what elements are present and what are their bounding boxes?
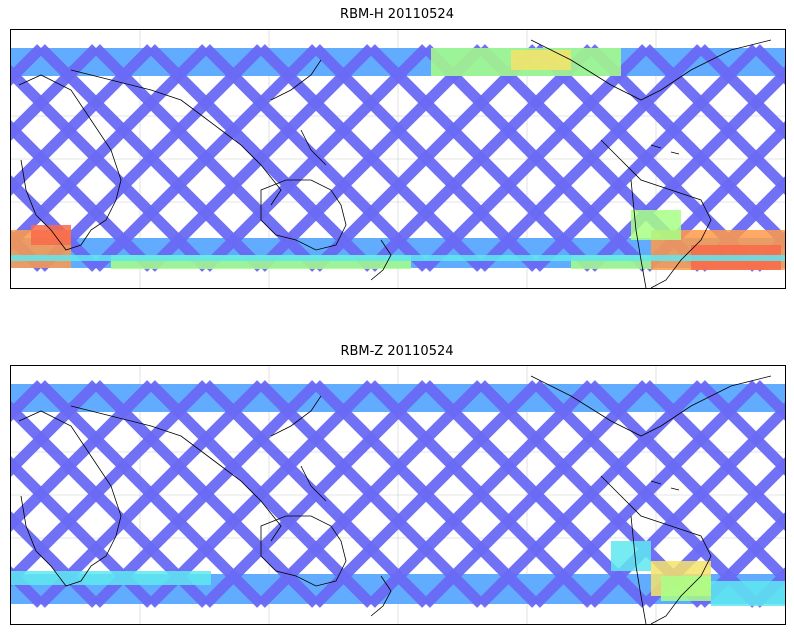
swath-descending [422, 44, 650, 272]
swath-descending [147, 44, 375, 272]
coastline [270, 59, 327, 166]
swath-hotspots [11, 541, 785, 606]
swath-descending [367, 380, 595, 608]
swath-descending [257, 380, 485, 608]
coastline [370, 575, 392, 617]
swath-descending [11, 380, 100, 477]
swath-hotspot [661, 576, 711, 601]
coastline [18, 74, 122, 251]
swath-ascending [11, 511, 100, 608]
swath-descending [697, 512, 785, 608]
swath-hotspot [611, 541, 651, 571]
coastline [600, 475, 712, 624]
coastline [530, 39, 772, 101]
swath-descending [202, 44, 430, 272]
swath-descending [587, 66, 785, 272]
satellite-swaths [11, 380, 785, 608]
map-panel-top [10, 29, 786, 289]
panel-title-top: RBM-H 20110524 [340, 7, 454, 22]
coastline [370, 239, 392, 281]
swath-hotspot [711, 581, 785, 606]
swath-descending [92, 380, 320, 608]
swath-descending [532, 380, 760, 608]
map-panel-bottom [10, 365, 786, 625]
swath-descending [11, 380, 210, 587]
map-svg-top [11, 30, 785, 288]
swath-descending [147, 380, 375, 608]
swath-descending [11, 44, 155, 196]
coastline [260, 515, 347, 587]
swath-descending [37, 44, 265, 272]
coastline [650, 480, 680, 491]
swath-ascending [697, 44, 785, 140]
swath-hotspot [11, 255, 785, 261]
swath-descending [257, 44, 485, 272]
coastline [600, 139, 712, 288]
swath-descending [367, 44, 595, 272]
swath-hotspot [11, 571, 211, 585]
coastline [70, 69, 282, 206]
coastline [70, 405, 282, 542]
coastline [530, 375, 772, 437]
map-svg-bottom [11, 366, 785, 624]
swath-descending [37, 380, 265, 608]
swath-descending [532, 44, 760, 272]
panel-title-bottom: RBM-Z 20110524 [340, 344, 454, 359]
swath-ascending [697, 380, 785, 476]
coastlines [18, 375, 772, 624]
swath-descending [422, 380, 650, 608]
swath-descending [477, 44, 705, 272]
swath-hotspot [31, 225, 71, 245]
swath-hotspot [511, 50, 571, 70]
swath-descending [202, 380, 430, 608]
swath-descending [477, 380, 705, 608]
swath-descending [11, 380, 155, 532]
coastline [270, 395, 327, 502]
coastlines [18, 39, 772, 288]
swath-descending [312, 44, 540, 272]
swath-descending [11, 44, 100, 141]
swath-descending [312, 380, 540, 608]
coastline [260, 179, 347, 251]
coastline [18, 410, 122, 587]
coastline [650, 144, 680, 155]
swath-descending [92, 44, 320, 272]
swath-hotspot [631, 210, 681, 240]
